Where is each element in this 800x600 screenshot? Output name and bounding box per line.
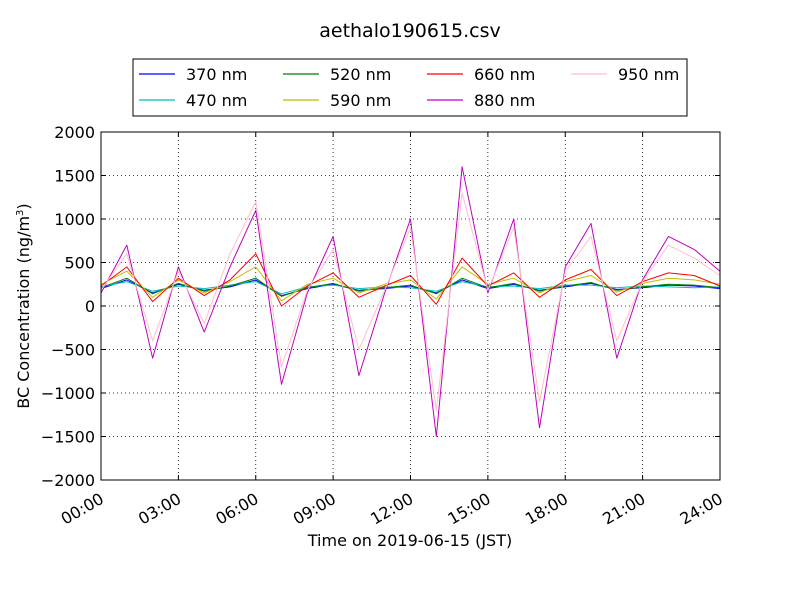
legend-label: 370 nm xyxy=(186,65,247,84)
series-line-370-nm xyxy=(100,279,721,297)
series-line-660-nm xyxy=(100,253,721,307)
legend-label: 660 nm xyxy=(474,65,535,84)
series-line-950-nm xyxy=(100,192,721,411)
legend-label: 470 nm xyxy=(186,91,247,110)
series-line-590-nm xyxy=(100,266,721,302)
legend-label: 880 nm xyxy=(474,91,535,110)
y-tick-label: 500 xyxy=(64,254,95,273)
legend-label: 520 nm xyxy=(330,65,391,84)
legend-box xyxy=(132,58,688,117)
legend-entry: 660 nm xyxy=(427,65,535,84)
chart-title: aethalo190615.csv xyxy=(319,20,501,42)
legend: 370 nm 470 nm 520 nm 590 nm 660 nm 880 nm 950 … xyxy=(132,58,688,117)
legend-items: 370 nm 470 nm 520 nm 590 nm 660 nm 880 nm 950 … xyxy=(139,65,679,110)
y-axis-label-end: ) xyxy=(14,203,33,209)
series-line-880-nm xyxy=(100,166,721,437)
y-tick-label: −1500 xyxy=(41,428,95,447)
legend-entry: 470 nm xyxy=(139,91,247,110)
y-ticks: 2000 1500 1000 500 0 −500 −1000 −1500 −2000 xyxy=(41,123,720,490)
y-tick-label: 0 xyxy=(85,297,95,316)
legend-entry: 520 nm xyxy=(283,65,391,84)
y-tick-label: 2000 xyxy=(54,123,95,142)
x-axis-label: Time on 2019-06-15 (JST) xyxy=(307,531,512,550)
y-tick-label: −1000 xyxy=(41,384,95,403)
legend-label: 590 nm xyxy=(330,91,391,110)
y-tick-label: −2000 xyxy=(41,471,95,490)
legend-label: 950 nm xyxy=(618,65,679,84)
series-line-470-nm xyxy=(100,281,721,295)
y-tick-label: −500 xyxy=(51,341,95,360)
series-layer xyxy=(100,166,721,437)
y-axis-label-superscript: 3 xyxy=(15,210,26,216)
y-axis-label-main: BC Concentration (ng/m xyxy=(14,216,33,409)
legend-entry: 590 nm xyxy=(283,91,391,110)
legend-entry: 880 nm xyxy=(427,91,535,110)
series-line-520-nm xyxy=(100,277,721,297)
y-tick-label: 1000 xyxy=(54,210,95,229)
legend-entry: 370 nm xyxy=(139,65,247,84)
legend-entry: 950 nm xyxy=(571,65,679,84)
y-axis-label: BC Concentration (ng/m3) xyxy=(14,203,33,408)
plot-background xyxy=(101,132,720,480)
y-tick-label: 1500 xyxy=(54,167,95,186)
